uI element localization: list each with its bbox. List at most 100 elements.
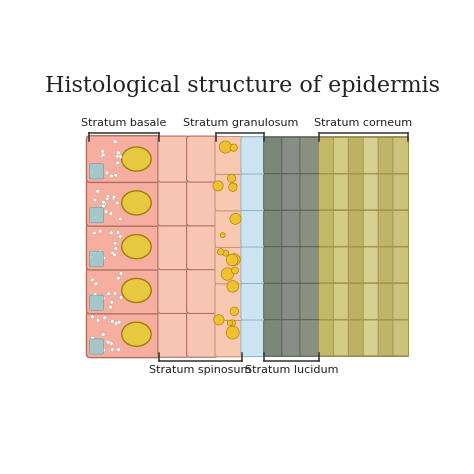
Text: Stratum granulosum: Stratum granulosum (183, 118, 298, 128)
FancyBboxPatch shape (264, 319, 283, 356)
Circle shape (107, 340, 110, 344)
Circle shape (116, 155, 119, 158)
Circle shape (112, 196, 115, 200)
Circle shape (115, 201, 119, 205)
FancyBboxPatch shape (158, 311, 189, 357)
Circle shape (221, 268, 234, 280)
Circle shape (117, 153, 121, 156)
Circle shape (114, 246, 118, 250)
Circle shape (116, 161, 119, 164)
Circle shape (230, 144, 237, 151)
Bar (242, 137, 264, 356)
Ellipse shape (122, 235, 151, 259)
Circle shape (119, 272, 123, 275)
FancyBboxPatch shape (333, 283, 349, 319)
FancyBboxPatch shape (319, 174, 334, 210)
Circle shape (104, 210, 108, 213)
FancyBboxPatch shape (187, 311, 218, 357)
FancyBboxPatch shape (333, 320, 349, 356)
FancyBboxPatch shape (378, 320, 394, 356)
Circle shape (92, 231, 96, 235)
Ellipse shape (122, 147, 151, 171)
FancyBboxPatch shape (158, 136, 189, 182)
FancyBboxPatch shape (348, 210, 364, 246)
Circle shape (109, 231, 113, 235)
FancyBboxPatch shape (300, 283, 319, 319)
Circle shape (117, 348, 120, 351)
FancyBboxPatch shape (215, 283, 244, 320)
Circle shape (99, 250, 102, 254)
Circle shape (92, 294, 96, 298)
Bar (264, 137, 319, 356)
Circle shape (213, 181, 223, 191)
Circle shape (118, 235, 122, 238)
FancyBboxPatch shape (333, 247, 349, 283)
Circle shape (103, 316, 106, 319)
Circle shape (109, 305, 112, 309)
FancyBboxPatch shape (187, 224, 218, 270)
Ellipse shape (122, 278, 151, 302)
FancyBboxPatch shape (378, 283, 394, 319)
FancyBboxPatch shape (378, 137, 394, 173)
Circle shape (101, 150, 104, 153)
FancyBboxPatch shape (241, 246, 265, 283)
Bar (159, 137, 217, 356)
FancyBboxPatch shape (86, 136, 161, 182)
FancyBboxPatch shape (90, 164, 103, 179)
Circle shape (230, 307, 239, 316)
Ellipse shape (122, 191, 151, 215)
Circle shape (109, 212, 113, 215)
Circle shape (90, 250, 93, 254)
FancyBboxPatch shape (300, 173, 319, 210)
Circle shape (220, 233, 225, 237)
FancyBboxPatch shape (86, 180, 161, 226)
Circle shape (101, 333, 105, 337)
Circle shape (96, 319, 100, 322)
Circle shape (93, 216, 97, 219)
Circle shape (98, 229, 102, 233)
FancyBboxPatch shape (378, 247, 394, 283)
FancyBboxPatch shape (393, 320, 409, 356)
FancyBboxPatch shape (90, 251, 103, 266)
FancyBboxPatch shape (282, 319, 301, 356)
Circle shape (117, 151, 120, 155)
Circle shape (218, 249, 224, 255)
FancyBboxPatch shape (86, 311, 161, 357)
FancyBboxPatch shape (241, 173, 265, 210)
Circle shape (226, 326, 239, 339)
Circle shape (101, 153, 105, 156)
Circle shape (113, 292, 117, 295)
Circle shape (110, 348, 114, 352)
FancyBboxPatch shape (158, 180, 189, 226)
FancyBboxPatch shape (282, 246, 301, 283)
FancyBboxPatch shape (215, 173, 244, 211)
FancyBboxPatch shape (363, 247, 379, 283)
FancyBboxPatch shape (363, 320, 379, 356)
Circle shape (227, 320, 233, 326)
FancyBboxPatch shape (378, 174, 394, 210)
FancyBboxPatch shape (378, 210, 394, 246)
Circle shape (230, 213, 241, 224)
FancyBboxPatch shape (215, 319, 244, 357)
Circle shape (94, 282, 98, 285)
Circle shape (102, 256, 105, 260)
FancyBboxPatch shape (319, 283, 334, 319)
Circle shape (219, 141, 232, 153)
Circle shape (91, 337, 94, 340)
FancyBboxPatch shape (319, 320, 334, 356)
Circle shape (214, 315, 224, 325)
Circle shape (102, 348, 106, 352)
FancyBboxPatch shape (264, 283, 283, 319)
Circle shape (231, 267, 238, 274)
FancyBboxPatch shape (158, 224, 189, 270)
Circle shape (89, 255, 93, 259)
Circle shape (109, 342, 113, 346)
FancyBboxPatch shape (393, 137, 409, 173)
Circle shape (118, 155, 122, 158)
FancyBboxPatch shape (363, 137, 379, 173)
Circle shape (226, 254, 238, 266)
FancyBboxPatch shape (215, 210, 244, 247)
FancyBboxPatch shape (393, 247, 409, 283)
Circle shape (93, 251, 97, 255)
FancyBboxPatch shape (241, 319, 265, 356)
